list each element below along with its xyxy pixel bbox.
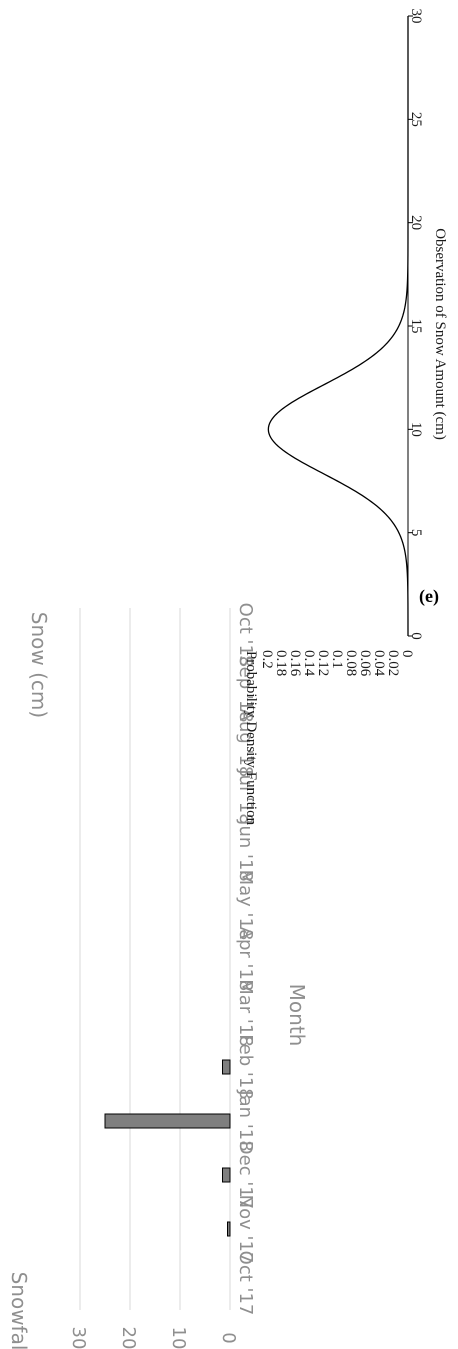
pdf-x-tick-label: 10 bbox=[408, 422, 424, 437]
pdf-y-axis-label: Probability Density Function bbox=[243, 651, 259, 826]
bar-chart-y-tick-label: 0 bbox=[218, 1332, 239, 1343]
bar-chart-category-label: Jan '18 bbox=[235, 1089, 256, 1151]
bar-chart-category-label: Jun '18 bbox=[235, 819, 256, 882]
pdf-line-chart: Observation of Snow Amount (cm) Probabil… bbox=[243, 9, 448, 826]
bar-chart-category-label: Sep '18 bbox=[235, 655, 256, 723]
pdf-y-tick-label: 0.06 bbox=[357, 650, 373, 677]
pdf-y-tick-label: 0.08 bbox=[343, 650, 359, 676]
bar-chart-category-label: Oct '17 bbox=[235, 1251, 256, 1316]
pdf-y-tick-label: 0.04 bbox=[371, 650, 387, 677]
bar-chart-category-label: Dec '17 bbox=[235, 1141, 256, 1209]
snowfall-bar-chart: Snow (cm) Month Snowfall (cm) 0 10 20 30 Oc… bbox=[7, 603, 309, 1349]
pdf-y-tick-label: 0.16 bbox=[287, 650, 303, 677]
pdf-x-tick-label: 20 bbox=[408, 215, 424, 230]
bar-chart-y-tick-label: 20 bbox=[118, 1327, 139, 1349]
pdf-y-tick-label: 0.14 bbox=[301, 650, 317, 677]
bar-chart-category-label: Apr '18 bbox=[235, 927, 256, 992]
bar-chart-category-label: Mar '18 bbox=[235, 979, 256, 1047]
pdf-x-tick-label: 25 bbox=[408, 112, 424, 127]
bar-chart-y-tick-label: 10 bbox=[168, 1327, 189, 1349]
bar-chart-bar bbox=[104, 1113, 231, 1129]
bar-chart-bar bbox=[222, 1059, 231, 1075]
figure-caption: (e) bbox=[419, 586, 439, 606]
bar-chart-category-label: Oct '18 bbox=[235, 603, 256, 668]
pdf-x-tick-label: 30 bbox=[408, 9, 424, 24]
pdf-y-tick-label: 0.18 bbox=[273, 650, 289, 676]
bar-chart-bar bbox=[222, 1167, 231, 1183]
pdf-x-tick-label: 5 bbox=[408, 529, 424, 537]
pdf-x-axis-label: Observation of Snow Amount (cm) bbox=[432, 228, 448, 440]
bar-chart-y-axis-label: Snowfall (cm) bbox=[7, 1272, 31, 1349]
bar-chart-category-label: May '18 bbox=[235, 870, 256, 941]
pdf-y-tick-label: 0.2 bbox=[259, 650, 275, 669]
pdf-y-tick-label: 0.1 bbox=[329, 650, 345, 669]
bar-chart-category-label: Feb '18 bbox=[235, 1034, 256, 1099]
pdf-y-tick-label: 0.02 bbox=[385, 650, 401, 676]
pdf-x-tick-label: 0 bbox=[408, 632, 424, 640]
pdf-y-tick-label: 0 bbox=[399, 650, 415, 658]
pdf-y-tick-label: 0.12 bbox=[315, 650, 331, 676]
bar-chart-bar bbox=[227, 1221, 231, 1237]
pdf-x-tick-label: 15 bbox=[408, 319, 424, 334]
bar-chart-category-label: Nov '17 bbox=[235, 1195, 256, 1264]
bar-chart-title: Snow (cm) bbox=[27, 612, 51, 718]
bar-chart-y-tick-label: 30 bbox=[68, 1327, 89, 1349]
bar-chart-x-axis-label: Month bbox=[285, 984, 309, 1047]
pdf-curve-line bbox=[267, 16, 409, 636]
bar-chart-category-label: Jul '18 bbox=[235, 768, 256, 824]
bar-chart-category-label: Aug '18 bbox=[235, 709, 256, 778]
